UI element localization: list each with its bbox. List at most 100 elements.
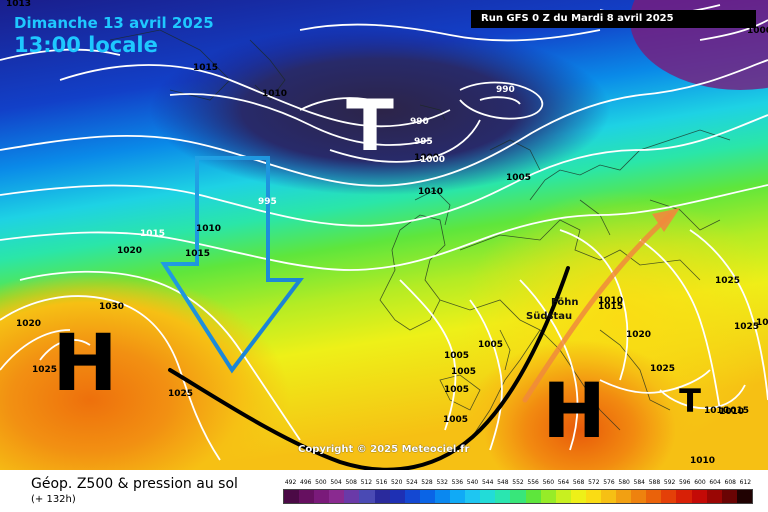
isobar-label: 1025 xyxy=(32,365,57,375)
scale-label: 584 xyxy=(633,479,645,486)
forecast-time: 13:00 locale xyxy=(14,33,158,57)
scale-label: 612 xyxy=(739,479,752,486)
scale-swatch xyxy=(585,490,601,503)
scale-label: 588 xyxy=(648,479,661,486)
jet-stream-trough-line xyxy=(168,266,570,470)
scale-label: 568 xyxy=(572,479,585,486)
scale-swatch xyxy=(359,490,375,503)
isobar-label: 1000 xyxy=(747,26,768,36)
copyright: Copyright © 2025 Meteociel.fr xyxy=(298,444,470,455)
scale-label: 600 xyxy=(694,479,706,486)
isobar-label: 990 xyxy=(496,85,515,95)
scale-label: 580 xyxy=(618,479,630,486)
scale-swatch xyxy=(600,490,617,503)
isobar-label: 1020 xyxy=(16,319,41,329)
isobar-labels: 1015101010051015101010009909909951000995… xyxy=(6,0,768,466)
scale-label: 544 xyxy=(481,479,494,486)
isobar-label: 1010 xyxy=(719,407,744,417)
scale-swatch xyxy=(706,490,722,503)
isobar-label: 1015 xyxy=(724,406,749,416)
high-symbol-east: H xyxy=(542,366,606,455)
isobar-label: 1010 xyxy=(196,224,221,234)
scale-label: 528 xyxy=(421,479,433,486)
scale-label: 540 xyxy=(466,479,479,486)
scale-swatch xyxy=(450,490,466,503)
isobar-label: 1015 xyxy=(185,249,210,259)
isobar-label: 1005 xyxy=(478,340,503,350)
scale-swatch xyxy=(510,490,526,503)
scale-swatch xyxy=(329,490,345,503)
scale-swatch xyxy=(570,490,586,503)
isobar-label: 1015 xyxy=(140,229,165,239)
scale-swatch xyxy=(434,490,451,503)
scale-label: 504 xyxy=(330,479,342,486)
legend-subtitle: (+ 132h) xyxy=(31,494,76,505)
cold-air-arrow xyxy=(160,156,305,374)
scale-swatch xyxy=(480,490,496,503)
isobar-label: 1010 xyxy=(690,456,715,466)
scale-swatch xyxy=(344,490,360,503)
scale-swatch xyxy=(631,490,647,503)
isobar-label: 995 xyxy=(258,197,277,207)
isobar-label: 1010 xyxy=(418,187,443,197)
scale-swatch xyxy=(284,490,300,503)
scale-swatch xyxy=(721,490,737,503)
model-run-info: Run GFS 0 Z du Mardi 8 avril 2025 xyxy=(471,10,756,28)
scale-label: 596 xyxy=(679,479,691,486)
scale-label: 536 xyxy=(451,479,464,486)
scale-swatch xyxy=(691,490,707,503)
scale-swatch xyxy=(419,490,435,503)
isobar-label: 1025 xyxy=(756,318,768,328)
isobar-label: 1010 xyxy=(704,406,729,416)
isobar-label: 1025 xyxy=(650,364,675,374)
isobars xyxy=(0,4,768,461)
isobar-label: 1005 xyxy=(444,351,469,361)
scale-label: 548 xyxy=(497,479,509,486)
scale-label: 532 xyxy=(436,479,448,486)
warm-air-arrow xyxy=(522,208,680,403)
isobar-label: 1015 xyxy=(598,302,623,312)
isobar-label: 1030 xyxy=(99,302,124,312)
isobar-label: 1020 xyxy=(117,246,142,256)
forecast-map: T T H H 10151010100510151010100099099099… xyxy=(0,0,768,470)
isobar-label: 1000 xyxy=(414,153,439,163)
scale-label: 492 xyxy=(284,479,297,486)
scale-label: 508 xyxy=(345,479,357,486)
scale-swatch xyxy=(676,490,692,503)
isobar-label: 995 xyxy=(414,137,433,147)
isobar-label: 990 xyxy=(410,117,429,127)
forecast-date: Dimanche 13 avril 2025 xyxy=(14,14,214,32)
scale-swatch xyxy=(314,490,330,503)
scale-swatch xyxy=(540,490,556,503)
isobar-label: 1010 xyxy=(262,89,287,99)
scale-label: 552 xyxy=(512,479,524,486)
scale-label: 576 xyxy=(603,479,615,486)
isobar-label: 1020 xyxy=(626,330,651,340)
isobar-label: 1005 xyxy=(444,385,469,395)
scale-swatch xyxy=(736,490,752,503)
isobar-label: 1000 xyxy=(420,155,445,165)
scale-label: 496 xyxy=(300,479,312,486)
scale-label: 572 xyxy=(588,479,600,486)
legend-title: Géop. Z500 & pression au sol xyxy=(31,476,238,492)
scale-label: 556 xyxy=(527,479,539,486)
isobar-label: 1005 xyxy=(443,415,468,425)
scale-label: 608 xyxy=(724,479,736,486)
scale-swatch xyxy=(525,490,541,503)
scale-swatch xyxy=(465,490,481,503)
color-scale-labels: 492 496 500 504 508 512 516 520 524 528 532 536 540 5… xyxy=(283,479,753,489)
high-pressure-area-west xyxy=(0,270,290,470)
scale-swatch xyxy=(404,490,420,503)
isobar-label: 1015 xyxy=(193,63,218,73)
scale-label: 512 xyxy=(360,479,373,486)
scale-label: 500 xyxy=(315,479,327,486)
scale-swatch xyxy=(389,490,405,503)
scale-label: 604 xyxy=(709,479,721,486)
low-symbol-north: T xyxy=(346,85,394,167)
scale-swatch xyxy=(646,490,662,503)
isobar-label: 1005 xyxy=(451,367,476,377)
isobar-label: 1005 xyxy=(506,173,531,183)
isobar-label: 1025 xyxy=(715,276,740,286)
scale-swatch xyxy=(374,490,390,503)
scale-swatch xyxy=(495,490,511,503)
